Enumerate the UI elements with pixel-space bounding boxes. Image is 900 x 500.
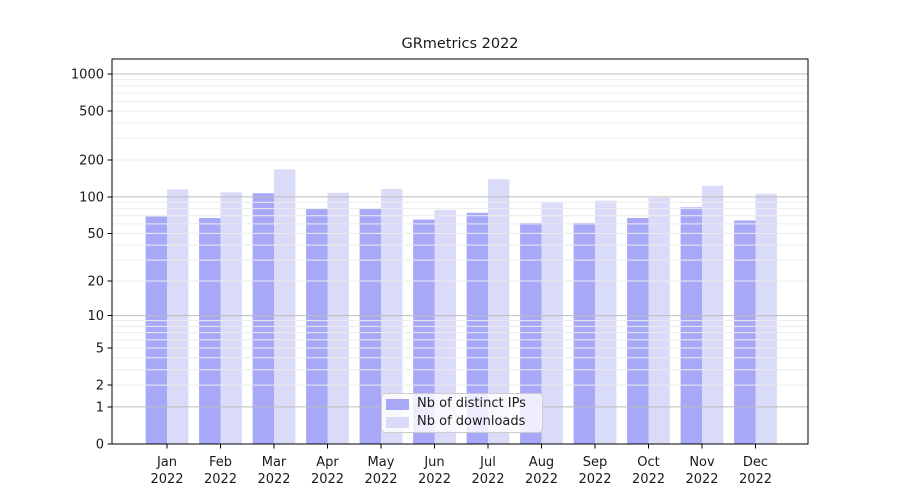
bar-downloads-mar bbox=[274, 169, 296, 444]
x-tick-label-month: Apr bbox=[316, 455, 339, 470]
legend-item-distinct-ips: Nb of distinct IPs bbox=[386, 395, 538, 413]
y-tick-label: 0 bbox=[96, 438, 104, 453]
x-tick-label-year: 2022 bbox=[525, 472, 558, 487]
chart-title: GRmetrics 2022 bbox=[401, 36, 519, 52]
legend-swatch-distinct-ips bbox=[386, 398, 409, 410]
bar-distinct-ips-aug bbox=[520, 222, 542, 444]
x-tick-label-year: 2022 bbox=[257, 472, 290, 487]
bar-distinct-ips-jan bbox=[145, 216, 167, 444]
x-tick-label-year: 2022 bbox=[204, 472, 237, 487]
bar-distinct-ips-jul bbox=[466, 212, 488, 444]
x-tick-label-month: Dec bbox=[743, 455, 768, 470]
x-tick-label-month: Jan bbox=[156, 455, 177, 470]
y-tick-label: 2 bbox=[96, 379, 104, 394]
x-tick-label-year: 2022 bbox=[632, 472, 665, 487]
x-tick-label-month: Aug bbox=[529, 455, 554, 470]
x-tick-label-year: 2022 bbox=[364, 472, 397, 487]
y-tick-label: 20 bbox=[87, 274, 104, 289]
legend-label-distinct-ips: Nb of distinct IPs bbox=[417, 396, 526, 411]
x-tick-label-month: Mar bbox=[262, 455, 287, 470]
x-tick-label-year: 2022 bbox=[739, 472, 772, 487]
bar-downloads-may bbox=[381, 188, 403, 444]
bar-downloads-dec bbox=[755, 193, 777, 444]
x-tick-label-year: 2022 bbox=[471, 472, 504, 487]
bar-downloads-feb bbox=[220, 192, 242, 444]
x-tick-label-year: 2022 bbox=[418, 472, 451, 487]
y-tick-label: 50 bbox=[87, 227, 104, 242]
bar-distinct-ips-sep bbox=[573, 222, 595, 444]
bar-distinct-ips-nov bbox=[680, 207, 702, 444]
x-tick-label-year: 2022 bbox=[150, 472, 183, 487]
x-tick-label-year: 2022 bbox=[578, 472, 611, 487]
x-tick-label-month: Jun bbox=[423, 455, 444, 470]
bar-distinct-ips-oct bbox=[627, 218, 649, 444]
x-tick-label-month: Jul bbox=[479, 455, 496, 470]
y-tick-label: 200 bbox=[79, 153, 104, 168]
y-tick-label: 10 bbox=[87, 309, 104, 324]
x-tick-label-month: Sep bbox=[583, 455, 608, 470]
bar-distinct-ips-jun bbox=[413, 219, 435, 444]
legend-label-downloads: Nb of downloads bbox=[417, 414, 526, 429]
y-tick-label: 5 bbox=[96, 342, 104, 357]
y-tick-label: 1 bbox=[96, 400, 104, 415]
bar-downloads-aug bbox=[541, 202, 563, 444]
bar-distinct-ips-mar bbox=[252, 193, 274, 444]
legend-item-downloads: Nb of downloads bbox=[386, 413, 538, 431]
x-tick-label-month: Nov bbox=[689, 455, 715, 470]
bar-downloads-jan bbox=[167, 189, 189, 444]
axes-spines bbox=[111, 58, 809, 445]
legend-swatch-downloads bbox=[386, 416, 409, 428]
y-tick-label: 1000 bbox=[71, 68, 104, 83]
bar-downloads-sep bbox=[595, 200, 617, 444]
x-tick-label-month: May bbox=[368, 455, 395, 470]
bar-downloads-nov bbox=[702, 185, 724, 444]
bar-downloads-apr bbox=[327, 192, 349, 444]
legend: Nb of distinct IPs Nb of downloads bbox=[381, 393, 543, 433]
x-tick-label-month: Feb bbox=[209, 455, 232, 470]
x-tick-label-year: 2022 bbox=[685, 472, 718, 487]
x-tick-label-year: 2022 bbox=[311, 472, 344, 487]
bar-distinct-ips-feb bbox=[199, 218, 221, 444]
y-tick-label: 100 bbox=[79, 190, 104, 205]
x-tick-label-month: Oct bbox=[637, 455, 659, 470]
y-tick-label: 500 bbox=[79, 105, 104, 120]
